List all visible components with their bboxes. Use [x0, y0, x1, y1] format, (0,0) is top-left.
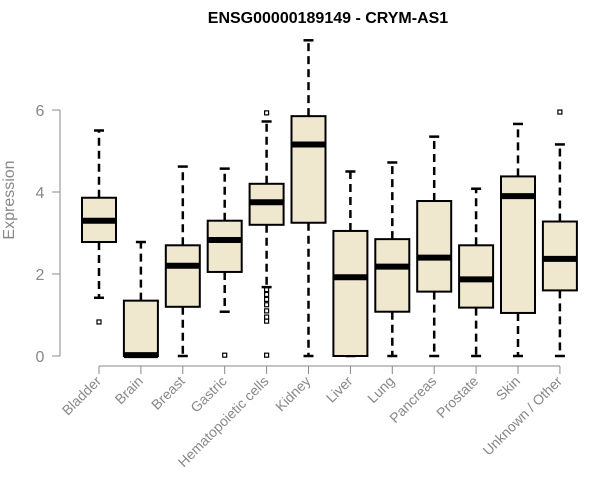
box-iqr: [500, 175, 536, 314]
y-tick-label: 6: [36, 103, 45, 120]
outlier-point: [222, 352, 228, 358]
chart-title: ENSG00000189149 - CRYM-AS1: [208, 10, 449, 27]
x-tick-label: Breast: [148, 373, 188, 413]
x-tick-label: Kidney: [272, 373, 314, 415]
y-axis: 0 2 4 6: [36, 103, 61, 366]
box-pancreas: [416, 135, 453, 358]
outlier-point: [264, 296, 270, 303]
y-tick-label: 4: [36, 185, 45, 202]
box-series: [81, 39, 578, 359]
x-tick-label: Unknown / Other: [479, 373, 565, 459]
outlier-point: [96, 319, 102, 325]
box-prostate: [458, 187, 495, 358]
box-breast: [164, 165, 201, 358]
box-iqr: [206, 219, 243, 273]
x-tick-label: Bladder: [59, 373, 105, 419]
x-tick-label: Skin: [493, 373, 524, 404]
box-hematopoietic-cells: [248, 110, 285, 358]
box-bladder: [81, 129, 117, 325]
box-skin: [500, 122, 536, 358]
x-tick-label: Brain: [112, 373, 146, 407]
outlier-point: [264, 302, 270, 308]
outlier-point: [264, 318, 270, 324]
box-gastric: [206, 167, 243, 358]
outlier-point: [264, 286, 270, 293]
box-iqr: [290, 115, 327, 224]
box-iqr: [416, 200, 453, 293]
y-tick-label: 0: [36, 349, 45, 366]
box-iqr: [374, 238, 411, 313]
box-iqr: [122, 299, 159, 357]
box-iqr: [332, 229, 369, 357]
x-tick-label: Pancreas: [386, 373, 439, 426]
x-tick-label: Liver: [323, 373, 356, 406]
box-kidney: [290, 39, 327, 358]
box-brain: [122, 240, 159, 359]
box-iqr: [164, 244, 201, 308]
box-lung: [374, 161, 411, 358]
x-tick-label: Lung: [364, 373, 397, 406]
outlier-point: [264, 352, 270, 358]
outlier-point: [557, 109, 563, 115]
x-tick-label: Prostate: [433, 373, 481, 421]
box-unknown-other: [541, 109, 578, 358]
outlier-point: [264, 308, 270, 314]
y-axis-label: Expression: [1, 160, 18, 239]
outlier-point: [264, 291, 270, 298]
y-tick-label: 2: [36, 267, 45, 284]
outlier-point: [264, 110, 270, 116]
box-liver: [332, 170, 369, 358]
outlier-point: [264, 314, 270, 320]
